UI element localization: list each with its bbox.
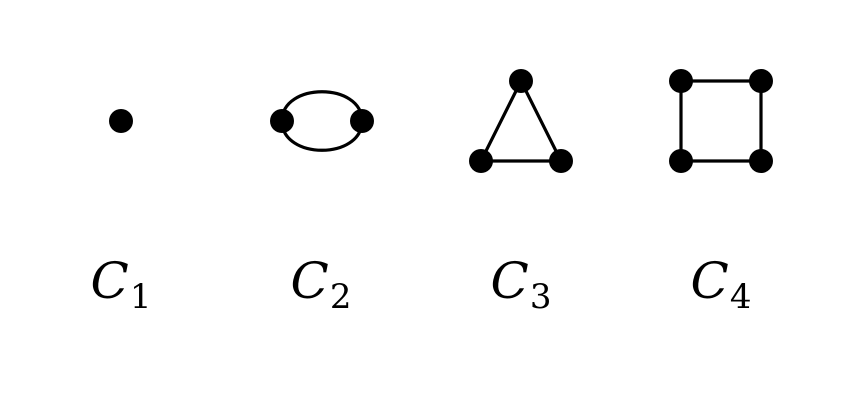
caption-c1-letter: C: [90, 252, 129, 310]
caption-c4: C4: [651, 246, 791, 317]
c3-edge-2: [519, 79, 563, 163]
c3-vertex-1: [509, 69, 533, 93]
caption-c2: C2: [251, 246, 391, 317]
caption-c3-subscript: 3: [529, 277, 552, 317]
caption-c3: C3: [451, 246, 591, 317]
c2-edge-bottom: [280, 119, 364, 152]
c3-vertex-3: [549, 149, 573, 173]
caption-c2-subscript: 2: [329, 277, 352, 317]
c3-vertex-2: [469, 149, 493, 173]
graph-c4: [669, 69, 773, 173]
c4-vertex-3: [669, 149, 693, 173]
c2-vertex-1: [270, 109, 294, 133]
graph-c2: [270, 90, 374, 152]
c2-edge-top: [280, 90, 364, 123]
caption-c1-subscript: 1: [129, 277, 152, 317]
graph-c3: [469, 69, 573, 173]
caption-c4-subscript: 4: [729, 277, 752, 317]
caption-c1: C1: [51, 246, 191, 317]
c2-vertex-2: [350, 109, 374, 133]
c3-edge-1: [479, 79, 523, 163]
c4-vertex-2: [749, 69, 773, 93]
c4-vertex-4: [749, 149, 773, 173]
c1-vertex-1: [109, 109, 133, 133]
c4-vertex-1: [669, 69, 693, 93]
graph-c1: [109, 109, 133, 133]
caption-c2-letter: C: [290, 252, 329, 310]
caption-c4-letter: C: [690, 252, 729, 310]
c4-edges: [679, 79, 763, 163]
caption-c3-letter: C: [490, 252, 529, 310]
